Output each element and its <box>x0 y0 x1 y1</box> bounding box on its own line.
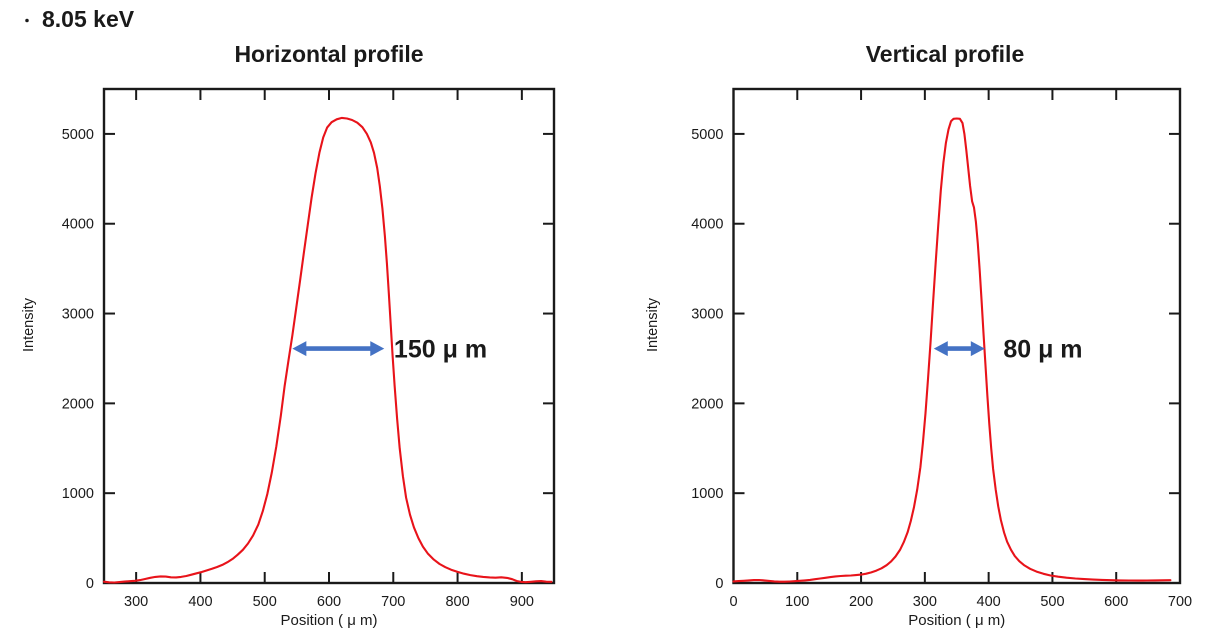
vertical-profile-y-tick-label: 5000 <box>691 127 723 143</box>
vertical-profile-xlabel: Position ( μ m) <box>908 612 1005 629</box>
horizontal-profile-curve <box>102 116 553 584</box>
vertical-profile-x-tick-label: 200 <box>849 594 873 610</box>
vertical-profile-curve <box>732 117 1172 583</box>
vertical-profile-y-tick-label: 3000 <box>691 307 723 323</box>
horizontal-profile-y-tick-label: 2000 <box>62 396 94 412</box>
vertical-profile-x-tick-label: 0 <box>729 594 737 610</box>
vertical-profile-fwhm-label: 80 μ m <box>1003 336 1082 364</box>
energy-header: ・ 8.05 keV <box>20 6 134 33</box>
horizontal-profile-y-tick-label: 1000 <box>62 486 94 502</box>
horizontal-profile-x-tick-label: 400 <box>188 594 212 610</box>
vertical-profile-y-tick-label: 4000 <box>691 217 723 233</box>
energy-label: 8.05 keV <box>42 6 135 32</box>
vertical-profile-x-tick-label: 700 <box>1168 594 1192 610</box>
vertical-profile-fwhm-arrowhead-right <box>970 341 985 357</box>
horizontal-profile-ylabel: Intensity <box>21 297 37 352</box>
horizontal-profile-x-tick-label: 500 <box>253 594 277 610</box>
horizontal-profile-y-tick-label: 3000 <box>62 307 94 323</box>
horizontal-profile-x-tick-label: 800 <box>445 594 469 610</box>
horizontal-profile-x-tick-label: 700 <box>381 594 405 610</box>
horizontal-profile-y-tick-label: 5000 <box>62 127 94 143</box>
vertical-profile-x-tick-label: 100 <box>785 594 809 610</box>
vertical-profile-y-tick-label: 1000 <box>691 486 723 502</box>
horizontal-profile-fwhm-label: 150 μ m <box>394 336 487 364</box>
vertical-profile-x-tick-label: 600 <box>1104 594 1128 610</box>
vertical-profile-y-tick-label: 2000 <box>691 396 723 412</box>
vertical-profile-ylabel: Intensity <box>645 297 661 352</box>
vertical-profile-frame <box>732 87 1182 585</box>
horizontal-profile-title: Horizontal profile <box>234 41 423 67</box>
bullet-icon: ・ <box>20 12 34 29</box>
horizontal-profile-x-tick-label: 300 <box>124 594 148 610</box>
vertical-profile-title: Vertical profile <box>866 41 1025 67</box>
horizontal-profile-x-tick-label: 600 <box>317 594 341 610</box>
horizontal-profile-y-tick-label: 0 <box>86 576 94 592</box>
vertical-profile-fwhm-arrowhead-left <box>933 341 948 357</box>
vertical-profile-x-tick-label: 500 <box>1040 594 1064 610</box>
horizontal-profile-x-tick-label: 900 <box>510 594 534 610</box>
vertical-profile-y-tick-label: 0 <box>715 576 723 592</box>
horizontal-profile-fwhm-arrowhead-right <box>370 341 385 357</box>
horizontal-profile-y-tick-label: 4000 <box>62 217 94 233</box>
horizontal-profile-fwhm-arrowhead-left <box>292 341 307 357</box>
vertical-profile-x-tick-label: 300 <box>913 594 937 610</box>
vertical-profile-x-tick-label: 400 <box>977 594 1001 610</box>
horizontal-profile-xlabel: Position ( μ m) <box>281 612 378 629</box>
